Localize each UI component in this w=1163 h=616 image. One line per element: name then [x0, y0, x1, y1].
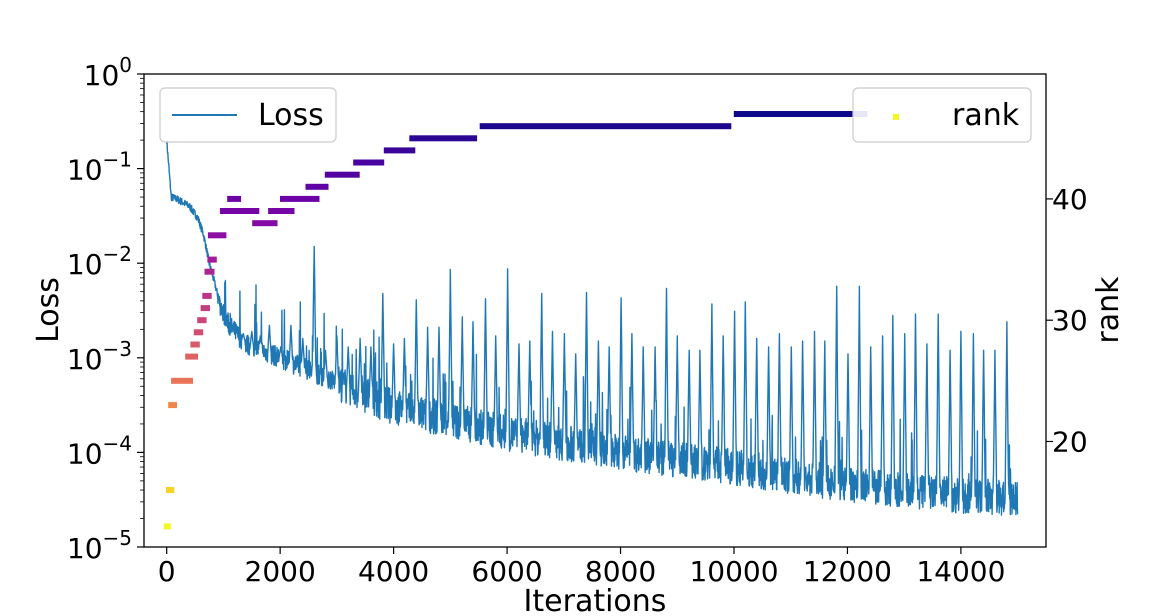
y-right-axis-ticks: 20 30 40 [1046, 183, 1088, 458]
legend-loss-label: Loss [258, 98, 324, 133]
y-right-tick-label: 40 [1052, 183, 1088, 216]
loss-line-group [166, 139, 1019, 516]
rank-marker [235, 208, 260, 214]
rank-marker [190, 341, 200, 348]
y-left-tick-label: 10−5 [67, 526, 132, 565]
rank-marker [252, 220, 278, 227]
y-left-axis-label: Loss [31, 277, 66, 343]
loss-line [166, 139, 1019, 516]
x-tick-label: 8000 [585, 555, 656, 588]
rank-marker [166, 487, 175, 493]
legend-loss-box [159, 87, 337, 143]
rank-marker [305, 183, 329, 190]
rank-marker [219, 208, 238, 214]
y-left-axis-ticks: 100 10−1 10−2 10−3 10−4 10−5 [67, 53, 144, 565]
x-tick-label: 2000 [245, 555, 316, 588]
legend-rank-label: rank [952, 98, 1020, 133]
rank-marker [280, 195, 320, 202]
y-left-tick-label: 100 [84, 53, 132, 92]
legend-rank-swatch [893, 114, 899, 120]
y-right-tick-label: 30 [1052, 304, 1088, 337]
rank-marker [193, 329, 204, 336]
rank-marker [200, 305, 210, 312]
rank-marker [383, 147, 416, 154]
rank-marker [197, 317, 207, 324]
rank-marker [227, 195, 242, 202]
x-tick-label: 14000 [916, 555, 1005, 588]
y-left-tick-label: 10−4 [67, 431, 132, 470]
rank-marker [163, 523, 171, 530]
rank-marker [409, 135, 478, 142]
rank-marker [185, 353, 198, 360]
x-tick-label: 0 [158, 555, 176, 588]
legend-loss: Loss [159, 87, 337, 143]
legend-rank: rank [852, 87, 1032, 143]
rank-marker [733, 111, 868, 117]
x-axis-label: Iterations [524, 584, 667, 616]
x-tick-label: 12000 [803, 555, 892, 588]
legend-rank-box [852, 87, 1032, 143]
rank-marker [168, 402, 177, 409]
y-left-tick-label: 10−3 [67, 337, 132, 376]
x-tick-label: 4000 [358, 555, 429, 588]
x-tick-label: 6000 [471, 555, 542, 588]
rank-marker [171, 377, 193, 384]
rank-marker [324, 171, 360, 178]
x-axis-ticks: 0 2000 4000 6000 8000 10000 12000 14000 [158, 547, 1005, 588]
rank-marker [207, 256, 217, 263]
rank-marker [204, 268, 215, 275]
rank-marker [353, 159, 385, 166]
rank-marker [268, 208, 295, 214]
y-left-tick-label: 10−2 [67, 242, 132, 281]
x-tick-label: 10000 [689, 555, 778, 588]
y-right-tick-label: 20 [1052, 425, 1088, 458]
plot-frame [143, 73, 1047, 548]
y-right-axis-label: rank [1091, 276, 1126, 344]
rank-marker [207, 232, 227, 239]
rank-marker [202, 292, 212, 299]
rank-marker [479, 123, 732, 130]
y-left-tick-label: 10−1 [67, 148, 132, 187]
rank-markers-group [163, 111, 868, 530]
